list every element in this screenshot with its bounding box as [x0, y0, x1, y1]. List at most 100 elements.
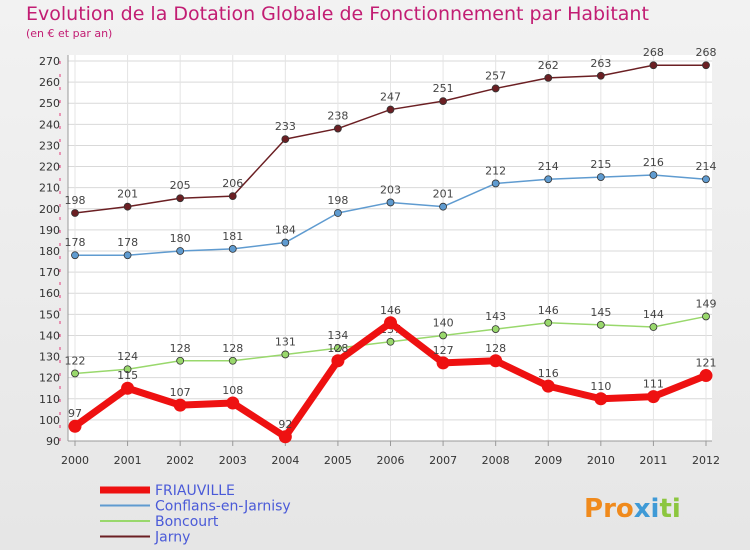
- y-tick-label: 230: [39, 139, 60, 152]
- data-point: [702, 312, 710, 321]
- x-tick-label: 2006: [377, 454, 405, 467]
- y-tick-label: 170: [39, 266, 60, 279]
- data-label: 127: [433, 344, 454, 357]
- data-label: 97: [68, 407, 82, 420]
- data-label: 110: [590, 380, 611, 393]
- data-point: [331, 354, 345, 368]
- data-label: 214: [538, 160, 559, 173]
- data-point: [281, 135, 290, 144]
- data-point: [384, 316, 397, 330]
- y-tick-label: 260: [39, 76, 60, 89]
- data-point: [646, 390, 660, 404]
- data-point: [489, 354, 503, 368]
- data-label: 214: [696, 160, 717, 173]
- chart-subtitle: (en € et par an): [26, 27, 113, 40]
- data-label: 238: [327, 110, 348, 123]
- legend-label: Boncourt: [155, 514, 219, 530]
- data-point: [596, 320, 605, 329]
- data-point: [176, 247, 185, 255]
- data-label: 131: [275, 335, 296, 348]
- y-tick-label: 150: [39, 308, 60, 321]
- y-tick-label: 110: [39, 393, 60, 406]
- data-point: [544, 318, 553, 327]
- y-tick-label: 140: [39, 329, 60, 342]
- data-point: [173, 398, 187, 412]
- data-point: [176, 356, 185, 365]
- x-tick-label: 2012: [692, 454, 720, 467]
- data-label: 128: [222, 342, 243, 355]
- data-point: [334, 209, 342, 217]
- data-point: [544, 73, 553, 82]
- data-point: [649, 323, 658, 331]
- data-point: [71, 251, 79, 260]
- data-point: [281, 350, 290, 359]
- data-point: [594, 392, 608, 406]
- data-label: 201: [433, 188, 454, 201]
- data-label: 128: [170, 342, 191, 355]
- data-label: 233: [275, 120, 296, 133]
- y-tick-label: 190: [39, 224, 60, 237]
- x-tick-label: 2001: [114, 454, 142, 467]
- data-point: [702, 61, 710, 70]
- data-point: [71, 369, 79, 378]
- data-label: 178: [117, 236, 138, 249]
- data-point: [71, 209, 79, 217]
- data-point: [544, 175, 553, 184]
- data-point: [123, 365, 132, 374]
- data-label: 268: [643, 46, 664, 59]
- y-tick-label: 240: [39, 118, 60, 131]
- data-point: [228, 192, 237, 201]
- data-label: 184: [275, 224, 296, 237]
- x-tick-label: 2000: [61, 454, 89, 467]
- x-tick-label: 2003: [219, 454, 247, 467]
- data-label: 203: [380, 183, 401, 196]
- data-label: 216: [643, 156, 664, 169]
- data-label: 144: [643, 308, 664, 321]
- data-label: 268: [696, 46, 717, 59]
- data-point: [649, 171, 658, 179]
- data-point: [278, 430, 292, 444]
- data-label: 262: [538, 59, 559, 72]
- data-point: [228, 244, 237, 253]
- data-label: 116: [538, 367, 559, 380]
- data-point: [491, 325, 500, 334]
- data-label: 122: [65, 354, 86, 367]
- data-label: 107: [170, 386, 191, 399]
- data-point: [386, 337, 395, 346]
- data-label: 201: [117, 188, 138, 201]
- data-point: [334, 344, 342, 353]
- x-tick-label: 2005: [324, 454, 352, 467]
- data-point: [228, 356, 237, 365]
- x-tick-label: 2004: [271, 454, 299, 467]
- data-point: [123, 251, 132, 260]
- data-point: [386, 105, 395, 114]
- data-point: [699, 369, 713, 383]
- data-point: [439, 97, 447, 106]
- data-label: 111: [643, 378, 664, 391]
- y-tick-label: 210: [39, 182, 60, 195]
- data-label: 143: [485, 310, 506, 323]
- data-point: [386, 198, 395, 207]
- data-label: 198: [65, 194, 86, 207]
- data-point: [334, 124, 342, 133]
- x-tick-label: 2011: [639, 454, 667, 467]
- y-tick-label: 130: [39, 351, 60, 364]
- data-label: 128: [485, 342, 506, 355]
- data-point: [491, 179, 500, 188]
- data-label: 146: [380, 304, 401, 317]
- y-tick-label: 120: [39, 372, 60, 385]
- data-label: 146: [538, 304, 559, 317]
- y-tick-label: 100: [39, 414, 60, 427]
- data-label: 124: [117, 350, 138, 363]
- data-point: [176, 194, 185, 203]
- data-point: [596, 71, 605, 80]
- data-point: [596, 173, 605, 182]
- chart-title: Evolution de la Dotation Globale de Fonc…: [26, 3, 649, 25]
- data-point: [226, 396, 240, 410]
- data-label: 263: [590, 57, 611, 70]
- data-label: 181: [222, 230, 243, 243]
- legend-label: FRIAUVILLE: [155, 483, 235, 499]
- y-tick-label: 200: [39, 203, 60, 216]
- data-label: 140: [433, 316, 454, 329]
